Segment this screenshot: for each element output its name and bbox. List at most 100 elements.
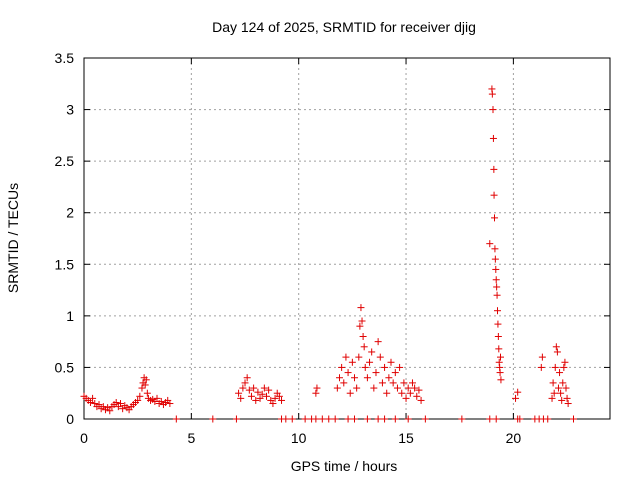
data-point [400,379,408,387]
data-point [494,332,502,340]
data-point [496,369,504,377]
data-point [357,304,365,312]
data-point [312,389,320,397]
data-point [537,363,545,371]
data-point [166,400,174,408]
tick-labels: 0 0.5 1 1.5 2 2.5 3 3.5 0 5 10 15 20 [55,50,522,446]
data-point [489,134,497,142]
data-point [243,374,251,382]
data-point [355,353,363,361]
data-point [561,358,569,366]
data-point [333,384,341,392]
data-point [353,384,361,392]
x-axis-title: GPS time / hours [291,458,398,474]
data-point [493,283,501,291]
data-point [516,415,524,423]
data-point [134,396,142,404]
data-point [383,389,391,397]
data-point [512,394,520,402]
data-point [490,214,498,222]
data-point [278,396,286,404]
data-point [376,353,384,361]
data-point [404,384,412,392]
data-point [301,415,309,423]
data-point [312,415,320,423]
y-tick-label: 1 [66,308,74,324]
data-point [548,394,556,402]
x-tick-label: 0 [80,430,88,446]
data-point [235,389,243,397]
data-point [387,358,395,366]
data-point [490,165,498,173]
x-tick-label: 15 [398,430,414,446]
data-point [398,389,406,397]
data-point [260,384,268,392]
data-point [363,374,371,382]
data-point [552,343,560,351]
data-point [245,386,253,394]
y-tick-label: 1.5 [55,256,75,272]
data-point [153,394,161,402]
data-point [556,369,564,377]
data-point [346,389,354,397]
data-point [538,353,546,361]
chart-title: Day 124 of 2025, SRMTID for receiver dji… [212,19,476,35]
data-point [232,415,240,423]
data-point [492,415,500,423]
x-tick-label: 20 [506,430,522,446]
data-point [342,353,350,361]
data-point [239,384,247,392]
data-point [250,384,258,392]
data-point [488,90,496,98]
data-point [172,415,180,423]
data-point [358,317,366,325]
data-point [408,379,416,387]
y-tick-label: 2.5 [55,153,75,169]
data-point [325,415,333,423]
data-point [551,363,559,371]
data-point [237,394,245,402]
data-point [241,379,249,387]
data-point [406,389,414,397]
data-point [458,415,466,423]
data-point [381,415,389,423]
data-point [335,374,343,382]
data-point [374,415,382,423]
data-point [497,376,505,384]
data-point [486,240,494,248]
data-point [491,255,499,263]
axis-ticks [83,57,610,420]
data-point [89,394,97,402]
data-point [254,388,262,396]
data-point [486,415,494,423]
y-tick-label: 3 [66,102,74,118]
data-point [557,389,565,397]
grid [84,58,610,419]
data-point [396,363,404,371]
data-point [560,363,568,371]
data-point [494,320,502,328]
data-point [372,369,380,377]
data-point [86,398,94,406]
y-axis-title: SRMTID / TECUs [5,183,21,293]
data-point [495,345,503,353]
data-point [262,392,270,400]
data-point [344,369,352,377]
data-point [491,245,499,253]
data-point [288,415,296,423]
data-point [351,374,359,382]
y-tick-label: 3.5 [55,50,75,66]
y-tick-label: 2 [66,205,74,221]
data-point [554,384,562,392]
data-point [402,394,410,402]
data-point [494,307,502,315]
data-point [141,381,149,389]
data-point [370,384,378,392]
data-point [313,384,321,392]
data-point [351,415,359,423]
data-point [493,291,501,299]
data-point [553,348,561,356]
data-point [514,388,522,396]
data-point [252,396,260,404]
